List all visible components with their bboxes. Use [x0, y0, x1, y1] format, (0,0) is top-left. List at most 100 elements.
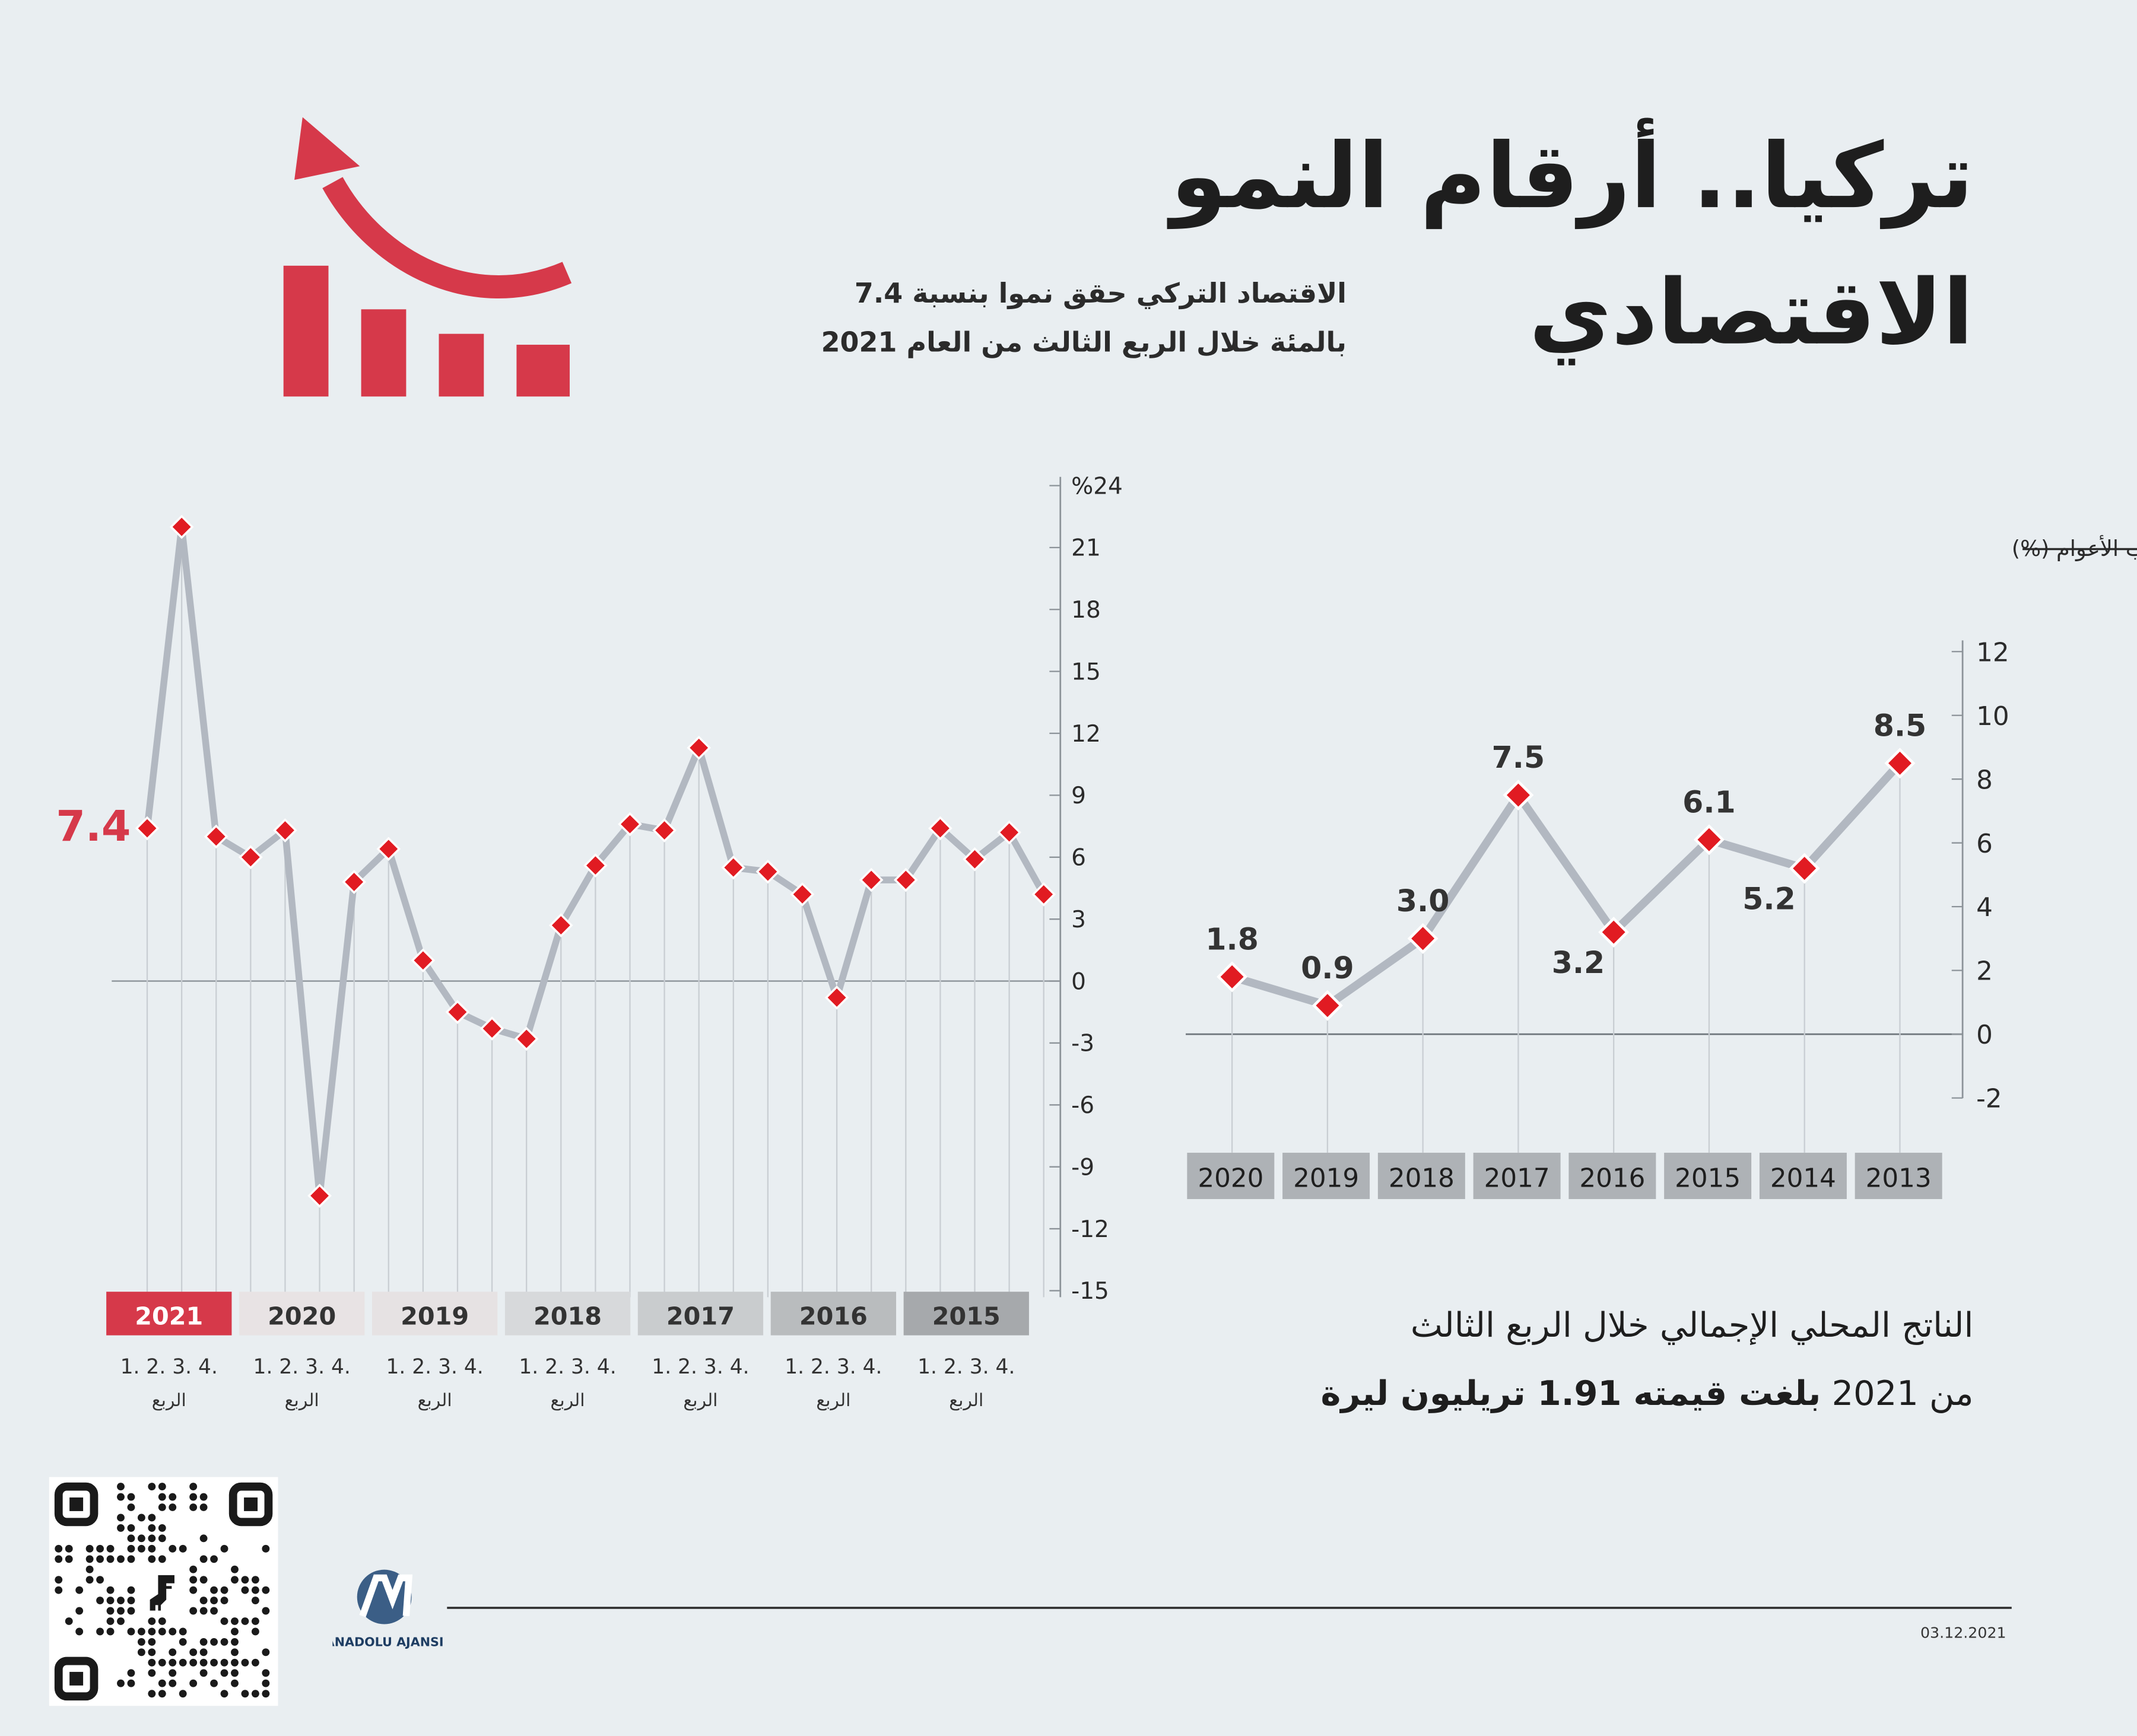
qr-dot: [158, 1503, 166, 1511]
data-point: [307, 1184, 332, 1208]
highlight-value-label: 7.4: [56, 802, 131, 851]
qr-dot: [137, 1648, 145, 1656]
series-path: [1231, 760, 1903, 1010]
y-tick-label: 6: [1976, 829, 1993, 859]
data-point: [548, 913, 573, 937]
qr-dot: [262, 1690, 270, 1698]
category-label: 2018: [1389, 1163, 1455, 1193]
gdp-note-bold: بلغت قيمته 1.91 تريليون ليرة: [1320, 1373, 1821, 1413]
qr-dot: [85, 1565, 94, 1573]
qr-dot: [199, 1648, 208, 1656]
qr-dot: [127, 1534, 135, 1543]
qr-dot: [210, 1597, 218, 1605]
qr-dot: [148, 1648, 156, 1656]
qr-dot: [85, 1544, 94, 1553]
qr-dot: [169, 1679, 177, 1687]
qr-dot: [148, 1524, 156, 1532]
data-point: [1693, 824, 1725, 856]
data-point: [790, 882, 815, 907]
qr-dot: [210, 1658, 218, 1667]
subtitle-line-1: الاقتصاد التركي حقق نموا بنسبة 7.4: [854, 276, 1347, 310]
category-box: [1759, 1152, 1847, 1200]
qr-dot: [189, 1576, 198, 1584]
category-label: 2013: [1866, 1163, 1932, 1193]
qr-dot: [148, 1690, 156, 1698]
qr-dot: [148, 1483, 156, 1491]
qr-dot: [65, 1617, 73, 1625]
qr-dot: [220, 1617, 228, 1625]
qr-dot: [158, 1493, 166, 1501]
year-box: [637, 1292, 764, 1336]
data-point: [1789, 853, 1820, 884]
category-box: [1664, 1152, 1752, 1200]
qr-dot: [169, 1627, 177, 1636]
qr-dot: [199, 1503, 208, 1511]
qr-dot: [148, 1658, 156, 1667]
category-box: [1377, 1152, 1465, 1200]
year-box: [770, 1292, 897, 1336]
qr-dot: [117, 1617, 125, 1625]
qr-dot: [169, 1493, 177, 1501]
data-point: [411, 948, 436, 973]
year-box: [239, 1292, 365, 1336]
qr-dot: [220, 1638, 228, 1646]
qr-dot: [127, 1607, 135, 1615]
qr-dot: [106, 1617, 115, 1625]
data-point: [514, 1026, 539, 1051]
data-point: [652, 818, 677, 842]
page-title-line-2: الاقتصادي: [1529, 260, 1974, 365]
qr-dot: [169, 1648, 177, 1656]
qr-dot: [117, 1607, 125, 1615]
qr-dot: [189, 1607, 198, 1615]
quarterly-points: [135, 514, 1056, 1208]
qr-dot: [55, 1576, 63, 1584]
qr-dot: [241, 1690, 249, 1698]
qr-dot: [231, 1658, 239, 1667]
data-point: [824, 985, 849, 1010]
qr-dot: [189, 1648, 198, 1656]
qr-dot: [169, 1669, 177, 1677]
qr-dot: [158, 1483, 166, 1491]
qr-dot: [231, 1648, 239, 1656]
qr-dot: [148, 1534, 156, 1543]
qr-dot: [210, 1607, 218, 1615]
qr-dot: [106, 1555, 115, 1563]
qr-code-icon[interactable]: [49, 1477, 278, 1706]
gdp-note-line-1: الناتج المحلي الإجمالي خلال الربع الثالث: [1410, 1305, 1974, 1345]
data-point: [273, 818, 297, 842]
qr-dot: [127, 1544, 135, 1553]
qr-dot: [117, 1555, 125, 1563]
qr-dot: [55, 1544, 63, 1553]
year-label: 2018: [534, 1302, 602, 1330]
data-point: [204, 824, 228, 849]
qr-dot: [210, 1586, 218, 1594]
data-point: [1031, 882, 1056, 907]
qr-dot: [137, 1534, 145, 1543]
subtitle-line-2: بالمئة خلال الربع الثالث من العام 2021: [821, 325, 1347, 359]
qr-dot: [148, 1627, 156, 1636]
qr-dot: [262, 1607, 270, 1615]
qr-dot: [117, 1493, 125, 1501]
qr-dot: [158, 1534, 166, 1543]
qr-dot: [210, 1555, 218, 1563]
qr-dot: [158, 1617, 166, 1625]
qr-dot: [251, 1627, 259, 1636]
qr-dot: [251, 1658, 259, 1667]
y-tick-label: 15: [1071, 659, 1101, 685]
qr-dot: [179, 1627, 187, 1636]
quarter-word: الربع: [816, 1390, 850, 1411]
qr-dot: [262, 1586, 270, 1594]
qr-dot: [199, 1669, 208, 1677]
qr-dot: [96, 1597, 104, 1605]
category-box: [1855, 1152, 1942, 1200]
data-point: [1598, 917, 1630, 948]
data-point: [859, 867, 884, 892]
qr-dot: [231, 1669, 239, 1677]
data-point: [1217, 961, 1248, 993]
category-box: [1473, 1152, 1561, 1200]
qr-dot: [75, 1607, 84, 1615]
year-label: 2021: [135, 1302, 203, 1330]
year-label: 2015: [932, 1302, 1001, 1330]
qr-dot: [189, 1565, 198, 1573]
